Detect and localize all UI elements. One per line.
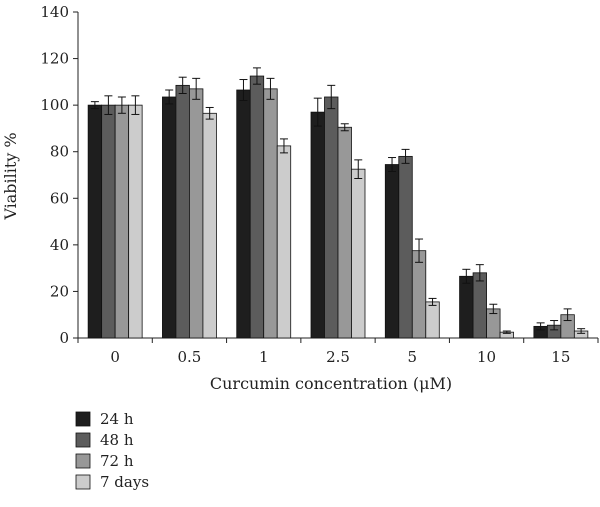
legend-swatch (75, 453, 91, 469)
bar (87, 104, 103, 339)
x-tick-label: 2.5 (326, 348, 350, 366)
bar (162, 96, 177, 339)
y-tick-label: 140 (40, 3, 69, 21)
x-tick-label: 0 (110, 348, 120, 366)
bar (337, 126, 352, 339)
y-tick-label: 20 (50, 282, 69, 300)
bar (425, 301, 440, 339)
x-tick-label: 10 (477, 348, 496, 366)
x-tick-label: 1 (259, 348, 269, 366)
bar (459, 275, 474, 339)
bar (128, 104, 143, 339)
legend-label: 24 h (100, 410, 134, 428)
x-tick-label: 5 (408, 348, 418, 366)
bar (411, 250, 427, 339)
legend-label: 48 h (100, 431, 134, 449)
y-tick-label: 0 (59, 329, 69, 347)
bar (202, 112, 217, 339)
bar (276, 145, 292, 339)
bar (114, 104, 130, 339)
axes: 0 20 40 60 80 100 120 140 0 0.5 1 2.5 5 10 15 (40, 3, 599, 366)
y-tick-label: 120 (40, 50, 69, 68)
legend-swatch (75, 411, 91, 427)
bar (263, 88, 278, 339)
y-tick-label: 40 (50, 236, 69, 254)
y-tick-label: 80 (50, 143, 69, 161)
legend-swatch (75, 432, 91, 448)
bar (236, 89, 251, 339)
legend: 24 h 48 h 72 h 7 days (75, 410, 149, 491)
bar (472, 272, 487, 339)
bar (310, 111, 325, 339)
x-tick-label: 15 (551, 348, 570, 366)
bar (249, 75, 265, 339)
bar (175, 84, 190, 339)
bar (398, 155, 413, 339)
y-tick-label: 100 (40, 96, 69, 114)
bars (87, 67, 589, 339)
y-axis-title: Viability % (1, 132, 20, 220)
bar (189, 88, 204, 339)
x-tick-label: 0.5 (177, 348, 201, 366)
legend-label: 7 days (100, 473, 149, 491)
legend-swatch (75, 474, 91, 490)
legend-label: 72 h (100, 452, 134, 470)
y-tick-label: 60 (50, 189, 69, 207)
x-axis-title: Curcumin concentration (μM) (210, 374, 452, 393)
bar (384, 164, 400, 339)
bar (351, 168, 366, 339)
bar (101, 104, 116, 339)
bar (324, 96, 339, 339)
